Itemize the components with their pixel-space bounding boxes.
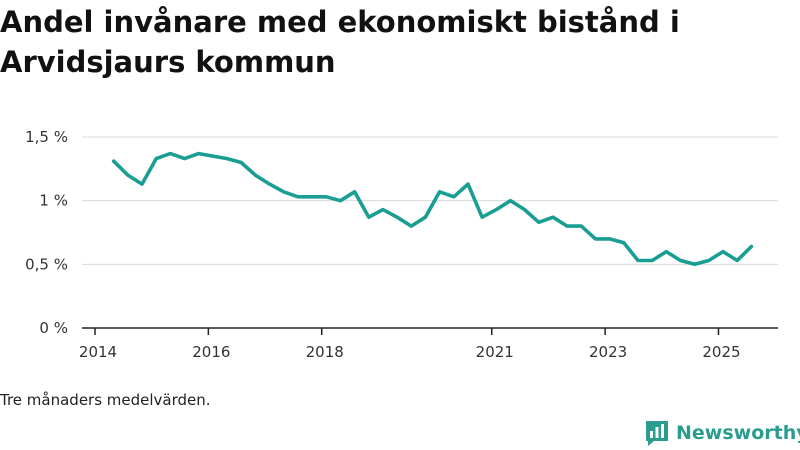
series — [111, 151, 754, 267]
x-tick-label: 2018 — [306, 343, 344, 361]
y-tick-label: 1 % — [39, 192, 68, 210]
y-tick-labels: 0 % 0,5 % 1 % 1,5 % — [25, 128, 68, 337]
x-tick-label: 2021 — [476, 343, 514, 361]
x-tick-labels: 2014 2016 2018 2021 2023 2025 — [79, 343, 741, 361]
chart-title: Andel invånare med ekonomiskt bistånd i … — [0, 5, 680, 79]
newsworthy-logo-icon — [646, 421, 668, 446]
axes — [82, 327, 778, 335]
x-tick-label: 2025 — [702, 343, 740, 361]
y-tick-label: 0 % — [39, 319, 68, 337]
brand-name: Newsworthy — [676, 422, 800, 444]
y-tick-label: 1,5 % — [25, 128, 68, 146]
x-tick-label: 2014 — [79, 343, 117, 361]
x-tick-label: 2023 — [589, 343, 627, 361]
gridlines — [82, 136, 778, 265]
x-tick-label: 2016 — [192, 343, 230, 361]
brand-logo[interactable]: Newsworthy — [644, 419, 800, 447]
y-tick-label: 0,5 % — [25, 255, 68, 273]
series-line — [111, 151, 754, 267]
footnote: Tre månaders medelvärden. — [0, 391, 211, 409]
